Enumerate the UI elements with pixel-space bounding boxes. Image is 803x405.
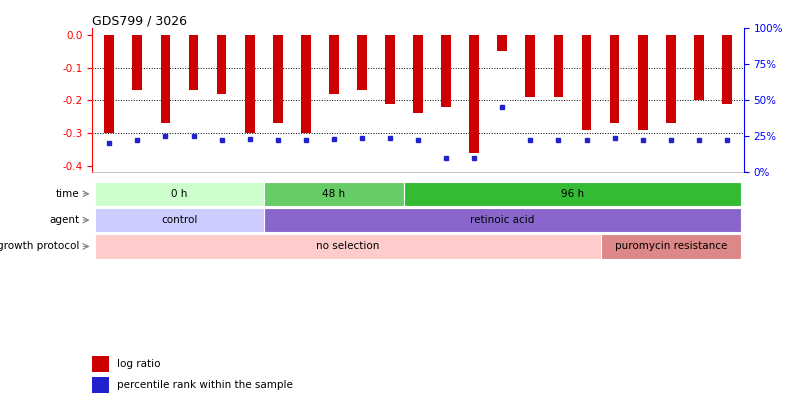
Bar <box>665 35 675 123</box>
Bar <box>161 35 170 123</box>
Bar <box>385 35 394 104</box>
Bar <box>600 234 740 259</box>
Text: retinoic acid: retinoic acid <box>470 215 534 225</box>
Bar <box>92 356 108 372</box>
Bar <box>300 35 310 133</box>
Bar <box>104 35 114 133</box>
Bar <box>272 35 283 123</box>
Text: no selection: no selection <box>316 241 379 252</box>
Bar <box>637 35 646 130</box>
Bar <box>497 35 507 51</box>
Bar <box>95 208 263 232</box>
Bar <box>721 35 731 104</box>
Text: growth protocol: growth protocol <box>0 241 79 252</box>
Bar <box>357 35 366 90</box>
Bar <box>95 181 263 206</box>
Bar <box>441 35 450 107</box>
Text: percentile rank within the sample: percentile rank within the sample <box>116 380 292 390</box>
Bar <box>404 181 740 206</box>
Bar <box>525 35 535 97</box>
Text: agent: agent <box>49 215 79 225</box>
Text: 48 h: 48 h <box>322 189 345 199</box>
Text: GDS799 / 3026: GDS799 / 3026 <box>92 14 187 27</box>
Bar <box>328 35 338 94</box>
Bar <box>132 35 142 90</box>
Bar <box>216 35 226 94</box>
Bar <box>693 35 703 100</box>
Bar <box>469 35 479 153</box>
Bar <box>92 377 108 393</box>
Text: control: control <box>161 215 198 225</box>
Bar <box>413 35 422 113</box>
Bar <box>95 234 600 259</box>
Bar <box>263 208 740 232</box>
Bar <box>552 35 563 97</box>
Bar <box>581 35 591 130</box>
Text: log ratio: log ratio <box>116 359 160 369</box>
Bar <box>609 35 619 123</box>
Bar <box>189 35 198 90</box>
Text: 0 h: 0 h <box>171 189 187 199</box>
Text: time: time <box>55 189 79 199</box>
Bar <box>263 181 404 206</box>
Text: 96 h: 96 h <box>560 189 583 199</box>
Bar <box>244 35 255 133</box>
Text: puromycin resistance: puromycin resistance <box>613 241 726 252</box>
